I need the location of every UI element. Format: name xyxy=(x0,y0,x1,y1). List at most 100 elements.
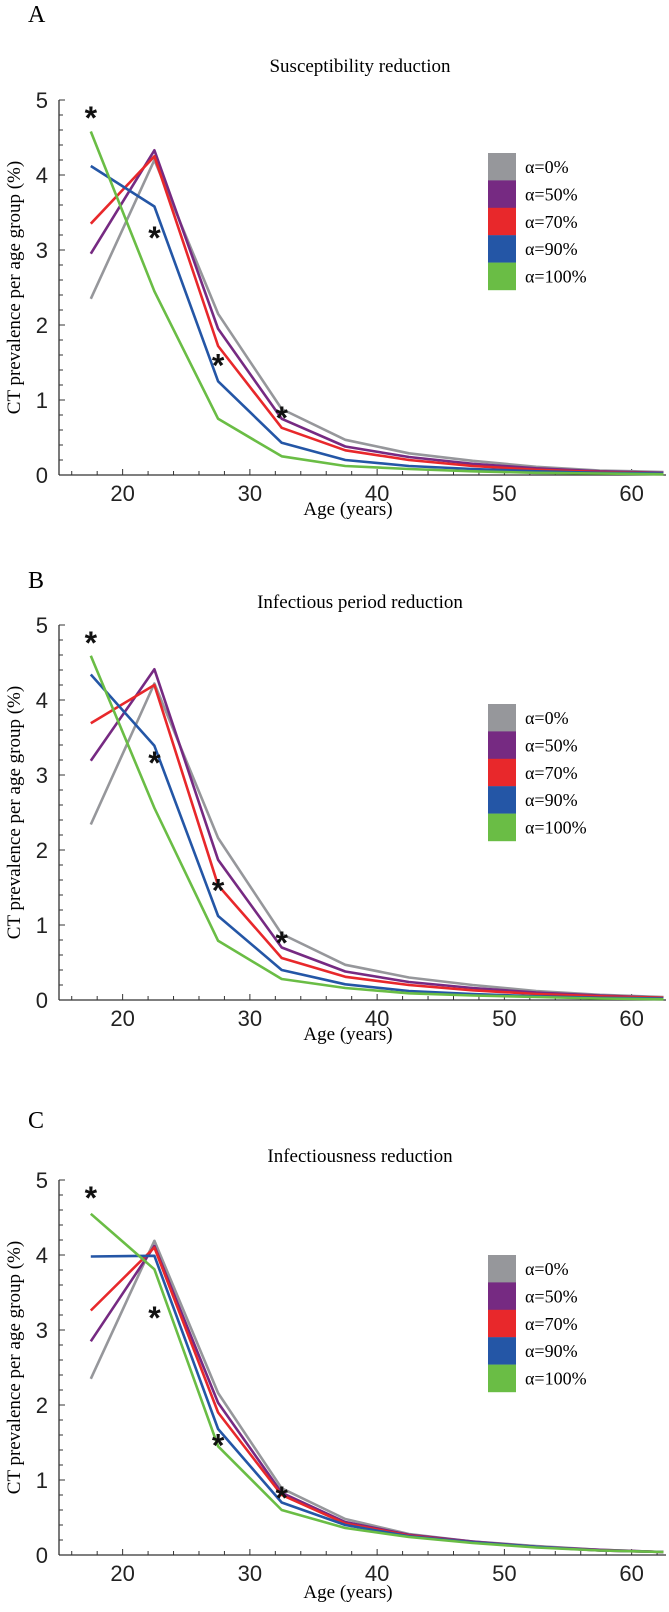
legend-swatch xyxy=(488,1309,516,1338)
x-tick-label: 60 xyxy=(619,1561,643,1586)
y-tick-label: 4 xyxy=(36,688,48,713)
x-axis-label: Age (years) xyxy=(303,1024,392,1045)
x-tick-label: 50 xyxy=(492,481,516,506)
x-tick-label: 30 xyxy=(238,1561,262,1586)
legend-label: α=70% xyxy=(525,1314,578,1334)
legend-swatch xyxy=(488,207,516,236)
y-tick-label: 3 xyxy=(36,763,48,788)
significance-asterisk: * xyxy=(212,873,225,909)
y-tick-label: 1 xyxy=(36,913,48,938)
legend-label: α=90% xyxy=(525,790,578,810)
legend-swatch xyxy=(488,1337,516,1365)
legend: α=0% α=50% α=70% α=90% α=100% xyxy=(488,153,587,291)
legend-label: α=50% xyxy=(525,184,578,204)
y-tick-label: 2 xyxy=(36,313,48,338)
y-axis-label: CT prevalence per age group (%) xyxy=(4,686,25,939)
y-axis-label: CT prevalence per age group (%) xyxy=(4,1241,25,1494)
legend-label: α=90% xyxy=(525,239,578,259)
legend: α=0% α=50% α=70% α=90% α=100% xyxy=(488,704,587,842)
x-tick-label: 20 xyxy=(110,1561,134,1586)
series-line-0pct xyxy=(89,1239,664,1554)
significance-asterisk: * xyxy=(85,100,98,136)
x-axis-label: Age (years) xyxy=(303,499,392,520)
chart-title: Susceptibility reduction xyxy=(269,56,451,77)
y-tick-label: 4 xyxy=(36,1243,48,1268)
significance-asterisk: * xyxy=(85,625,98,661)
x-tick-label: 30 xyxy=(238,481,262,506)
legend-swatch xyxy=(488,235,516,263)
series-line-100pct xyxy=(89,1212,664,1554)
legend-label: α=0% xyxy=(525,708,569,728)
chart-title: Infectiousness reduction xyxy=(267,1146,453,1167)
y-tick-label: 0 xyxy=(36,1543,48,1568)
significance-asterisk: * xyxy=(148,220,161,256)
panel-label: C xyxy=(28,1108,44,1134)
y-tick-label: 5 xyxy=(36,1168,48,1193)
legend-label: α=100% xyxy=(525,267,587,287)
series-line-70pct xyxy=(89,155,664,475)
significance-asterisk: * xyxy=(148,745,161,781)
y-tick-label: 5 xyxy=(36,88,48,113)
legend-swatch xyxy=(488,813,516,842)
legend-swatch xyxy=(488,1364,516,1393)
x-tick-label: 40 xyxy=(365,1006,389,1031)
significance-asterisk: * xyxy=(275,925,288,961)
significance-asterisk: * xyxy=(275,1480,288,1516)
x-axis-label: Age (years) xyxy=(303,1582,392,1603)
series-line-0pct xyxy=(89,682,664,999)
y-tick-label: 2 xyxy=(36,1393,48,1418)
legend-label: α=70% xyxy=(525,763,578,783)
x-tick-label: 40 xyxy=(365,1561,389,1586)
series-line-70pct xyxy=(90,683,664,1000)
legend-label: α=100% xyxy=(525,1369,587,1389)
y-tick-label: 2 xyxy=(36,838,48,863)
x-tick-label: 20 xyxy=(110,481,134,506)
x-tick-label: 40 xyxy=(365,481,389,506)
series-line-100pct xyxy=(89,131,664,476)
chart-title: Infectious period reduction xyxy=(257,592,463,613)
x-tick-label: 60 xyxy=(619,1006,643,1031)
legend-label: α=50% xyxy=(525,1286,578,1306)
legend-label: α=0% xyxy=(525,157,569,177)
panel-a: A Susceptibility reduction 20 30 40 50 60 0 1 2 3 4… xyxy=(4,2,666,520)
legend-label: α=100% xyxy=(525,818,587,838)
legend-label: α=0% xyxy=(525,1259,569,1279)
legend-swatch xyxy=(488,1255,516,1283)
legend-label: α=90% xyxy=(525,1341,578,1361)
y-axis-label: CT prevalence per age group (%) xyxy=(4,161,25,414)
y-tick-label: 1 xyxy=(36,1468,48,1493)
legend-swatch xyxy=(488,704,516,732)
x-tick-label: 50 xyxy=(492,1561,516,1586)
legend-swatch xyxy=(488,758,516,787)
series-line-100pct xyxy=(89,655,664,1001)
x-tick-label: 50 xyxy=(492,1006,516,1031)
legend-label: α=70% xyxy=(525,212,578,232)
panel-label: B xyxy=(28,568,44,594)
x-tick-label: 20 xyxy=(110,1006,134,1031)
legend-swatch xyxy=(488,262,516,291)
panel-b: B Infectious period reduction 20 30 40 50 60 0 1… xyxy=(4,568,666,1045)
x-tick-label: 30 xyxy=(238,1006,262,1031)
y-tick-label: 3 xyxy=(36,238,48,263)
significance-asterisk: * xyxy=(275,400,288,436)
legend-swatch xyxy=(488,1282,516,1310)
significance-asterisk: * xyxy=(85,1180,98,1216)
legend-swatch xyxy=(488,731,516,759)
significance-asterisk: * xyxy=(212,1428,225,1464)
y-tick-label: 3 xyxy=(36,1318,48,1343)
legend-swatch xyxy=(488,153,516,181)
significance-asterisk: * xyxy=(212,348,225,384)
legend: α=0% α=50% α=70% α=90% α=100% xyxy=(488,1255,587,1393)
y-tick-label: 5 xyxy=(36,613,48,638)
significance-asterisk: * xyxy=(148,1300,161,1336)
legend-swatch xyxy=(488,786,516,814)
legend-swatch xyxy=(488,180,516,208)
y-tick-label: 0 xyxy=(36,463,48,488)
y-tick-label: 4 xyxy=(36,163,48,188)
y-tick-label: 1 xyxy=(36,388,48,413)
legend-label: α=50% xyxy=(525,735,578,755)
series-line-50pct xyxy=(89,149,664,475)
x-tick-label: 60 xyxy=(619,481,643,506)
series-line-0pct xyxy=(89,158,664,474)
